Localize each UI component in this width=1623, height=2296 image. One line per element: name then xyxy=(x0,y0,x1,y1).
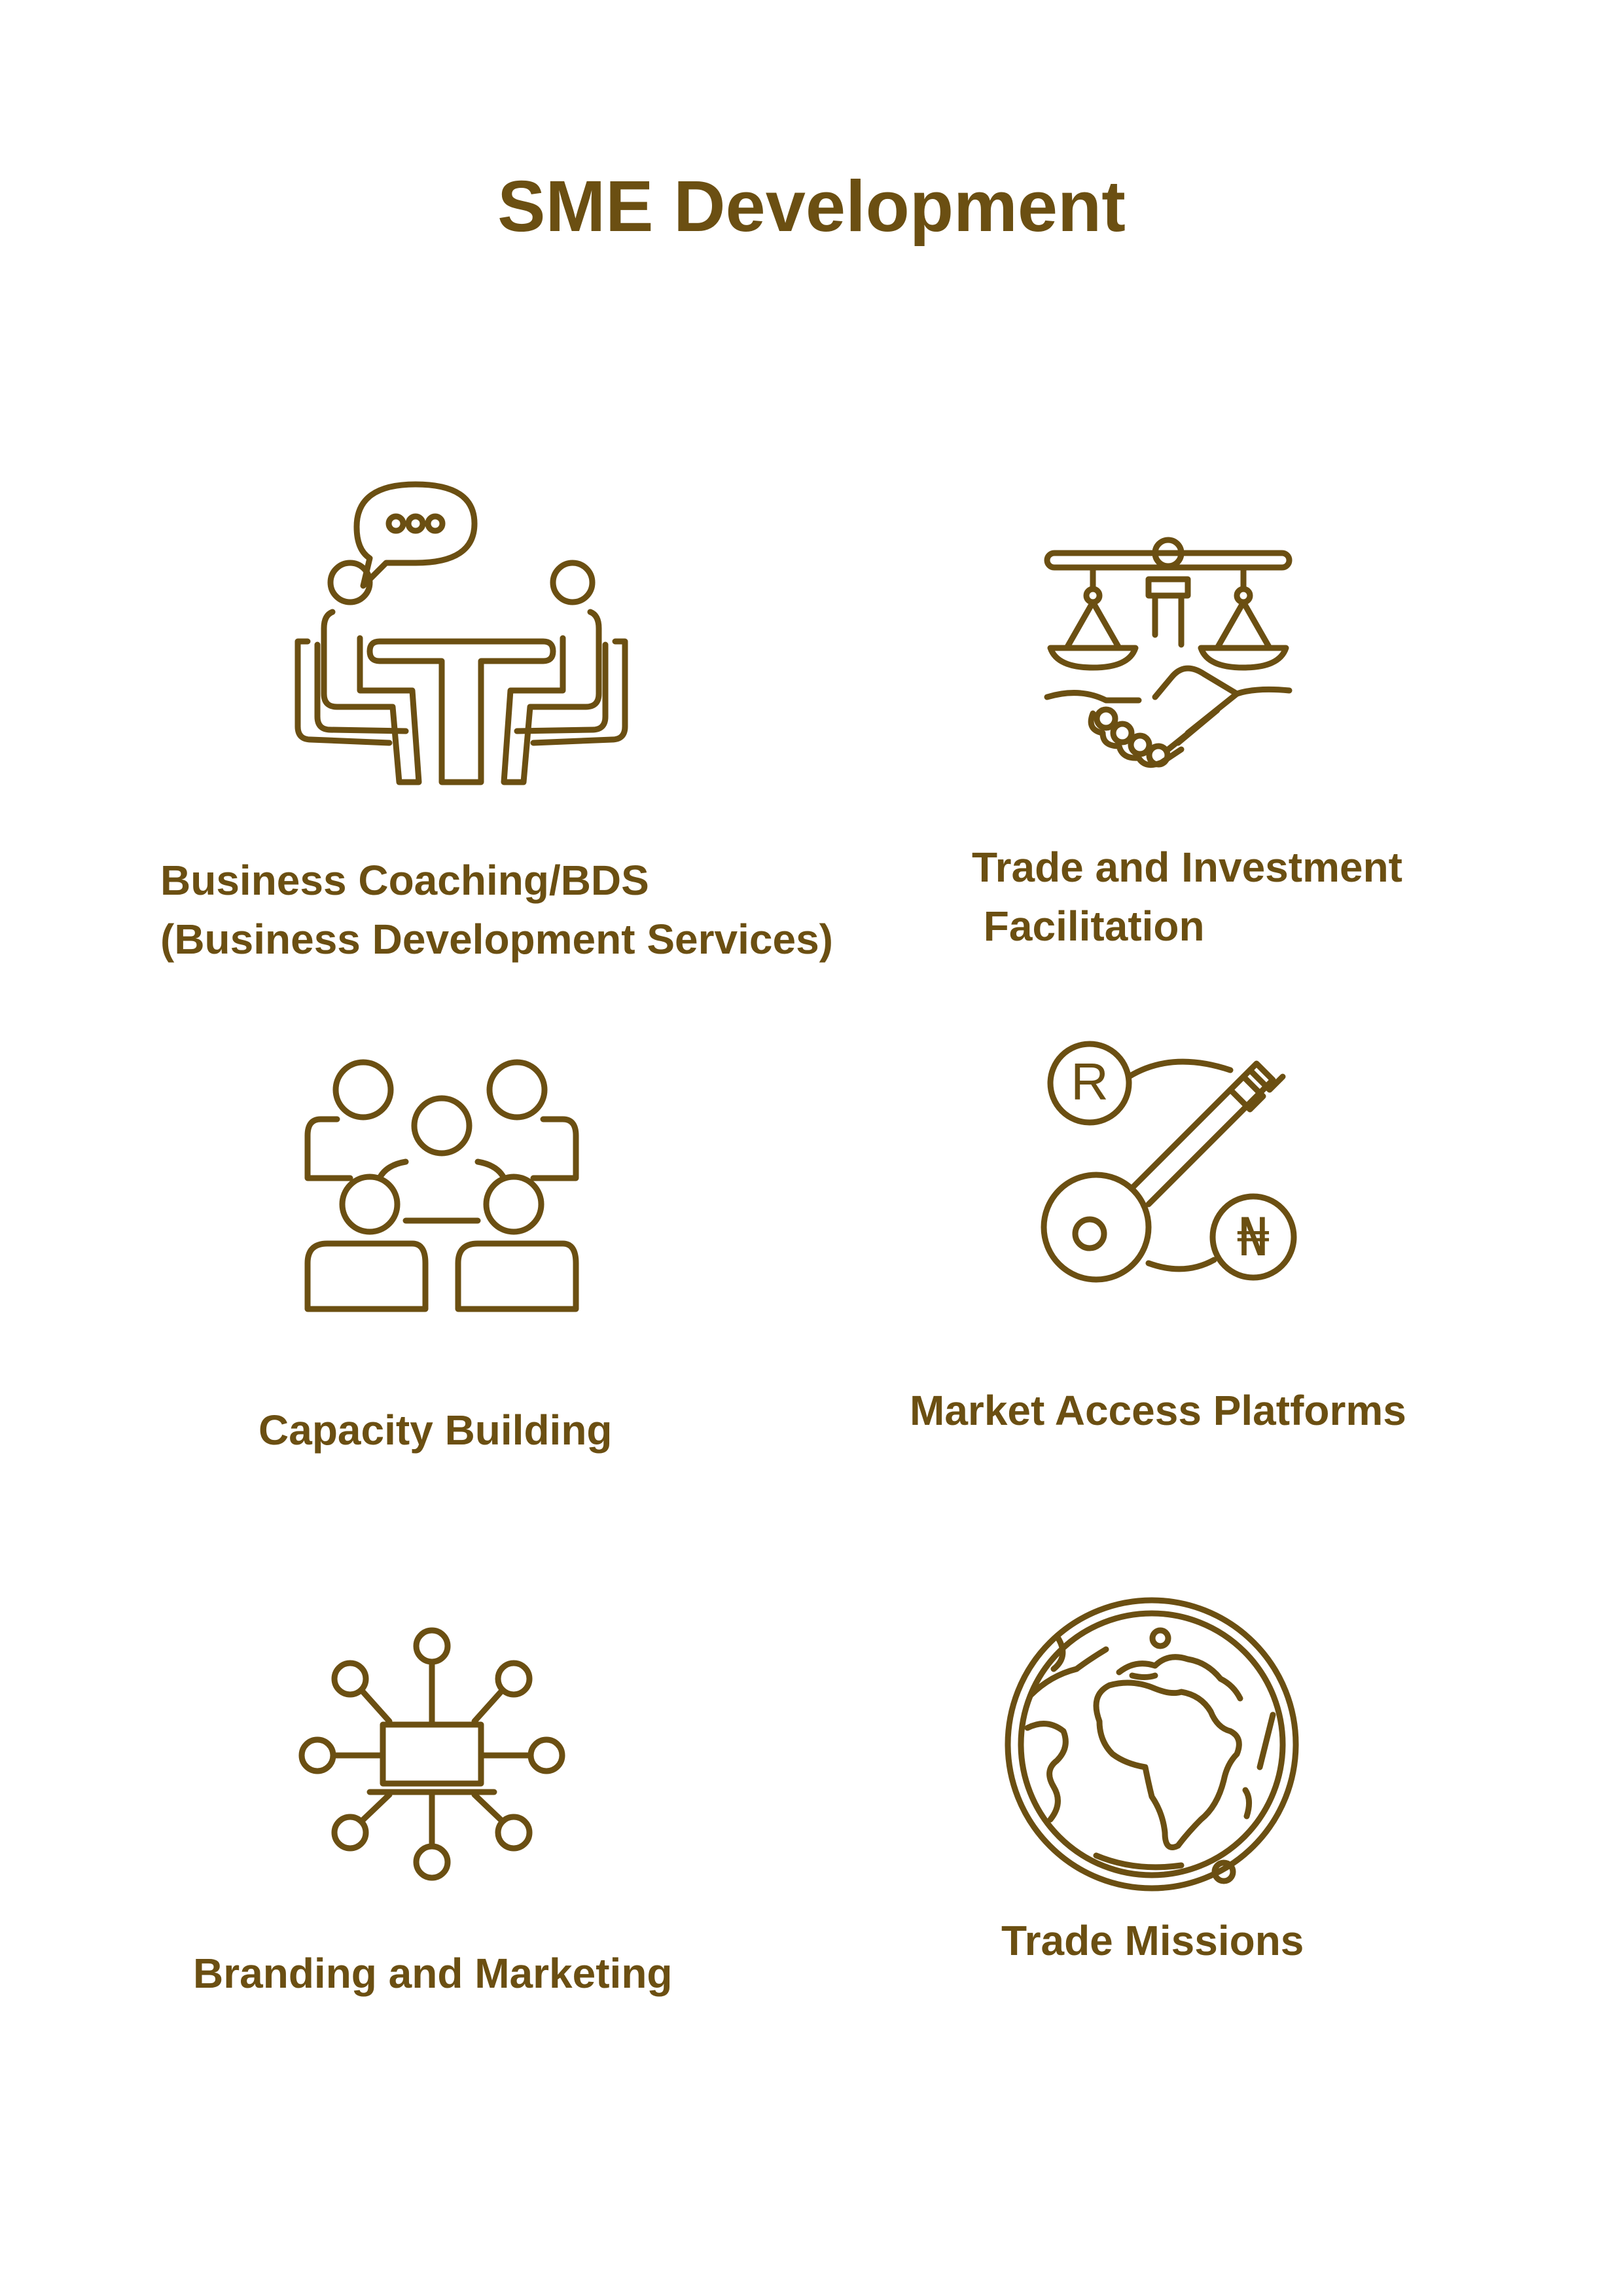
label-line: Facilitation xyxy=(972,903,1205,950)
svg-text:R: R xyxy=(1071,1052,1109,1111)
label-line: (Business Development Services) xyxy=(160,916,833,963)
label-line: Trade and Investment xyxy=(972,844,1402,891)
globe-africa-icon xyxy=(991,1597,1319,1898)
service-label: Trade Missions xyxy=(1001,1911,1304,1970)
group-network-icon xyxy=(301,1054,582,1316)
service-label: Branding and Marketing xyxy=(193,1944,673,2003)
service-label: Business Coaching/BDS (Business Developm… xyxy=(160,851,833,969)
page-title: SME Development xyxy=(497,166,1126,247)
svg-text:₦: ₦ xyxy=(1237,1207,1270,1268)
label-line: Market Access Platforms xyxy=(910,1387,1406,1434)
service-label: Market Access Platforms xyxy=(910,1381,1406,1440)
laptop-hub-icon xyxy=(298,1630,566,1878)
service-label: Capacity Building xyxy=(259,1401,613,1460)
service-label: Trade and Investment Facilitation xyxy=(972,838,1402,956)
label-line: Branding and Marketing xyxy=(193,1950,673,1997)
business-meeting-icon xyxy=(288,475,635,789)
scales-handshake-icon xyxy=(1041,537,1296,772)
label-line: Capacity Building xyxy=(259,1407,613,1454)
key-registered-naira-icon: R ₦ xyxy=(1041,1037,1309,1286)
label-line: Business Coaching/BDS xyxy=(160,857,649,904)
label-line: Trade Missions xyxy=(1001,1917,1304,1964)
